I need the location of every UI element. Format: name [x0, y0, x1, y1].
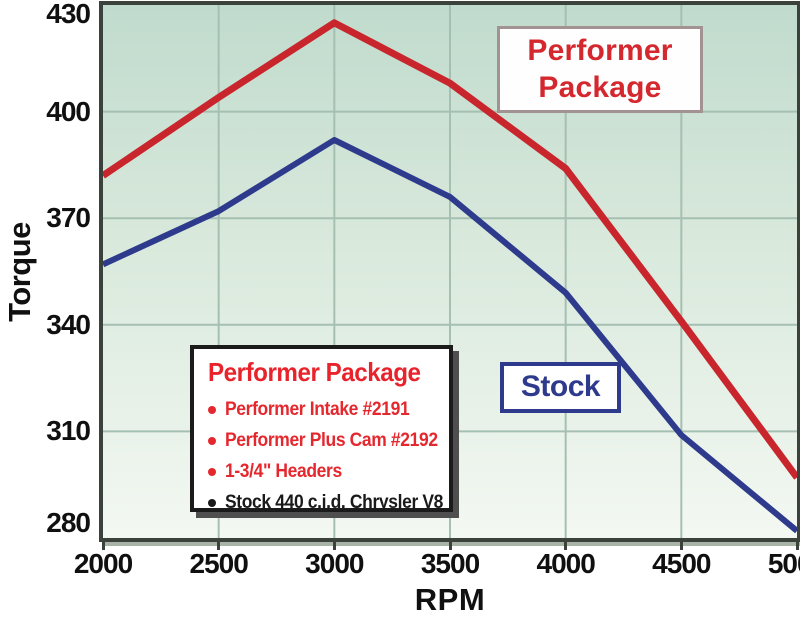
performer-callout-line1: Performer [527, 34, 673, 67]
series-line-stock [103, 137, 797, 534]
x-tick-mark [217, 542, 221, 550]
bullet-dot-icon [208, 498, 216, 507]
y-tick-label: 370 [46, 202, 91, 234]
y-tick-label: 280 [46, 507, 91, 538]
legend-box: Performer Package Performer Intake #2191… [190, 345, 453, 513]
x-tick-mark [679, 542, 683, 550]
y-tick-label: 400 [46, 95, 91, 127]
series-line-performer-package [103, 19, 797, 480]
legend-item-label: 1-3/4" Headers [225, 460, 342, 482]
x-axis-title: RPM [414, 582, 486, 617]
legend-item: Performer Plus Cam #2192 [208, 425, 445, 456]
bullet-dot-icon [208, 436, 216, 445]
y-tick-label: 310 [46, 415, 91, 447]
y-tick-label: 430 [46, 0, 91, 29]
x-tick-mark [332, 542, 336, 550]
performer-package-callout: Performer Package [497, 26, 703, 113]
legend-item-label: Performer Plus Cam #2192 [225, 429, 438, 451]
x-tick-label: 2000 [73, 548, 133, 579]
x-tick-label: 4000 [536, 548, 596, 579]
legend-item: Stock 440 c.i.d. Chrysler V8 [208, 487, 445, 518]
y-tick-label: 340 [46, 308, 91, 340]
legend-item-label: Stock 440 c.i.d. Chrysler V8 [225, 491, 444, 513]
x-tick-mark [564, 542, 568, 550]
x-tick-label: 5000 [767, 548, 800, 579]
legend-item-label: Performer Intake #2191 [225, 398, 410, 420]
x-tick-mark [795, 542, 799, 550]
x-tick-mark [448, 542, 452, 550]
legend-title: Performer Package [208, 357, 421, 387]
x-tick-label: 4500 [652, 548, 711, 579]
x-tick-label: 2500 [189, 548, 249, 579]
performer-callout-line2: Package [538, 71, 662, 104]
x-tick-mark [101, 542, 105, 550]
x-tick-label: 3500 [420, 548, 480, 579]
legend-item: Performer Intake #2191 [208, 394, 445, 425]
stock-callout: Stock [500, 362, 621, 413]
bullet-dot-icon [208, 405, 216, 414]
y-axis-title: Torque [2, 222, 37, 322]
bullet-dot-icon [208, 467, 216, 476]
x-tick-label: 3000 [305, 548, 364, 579]
legend-item: 1-3/4" Headers [208, 456, 445, 487]
